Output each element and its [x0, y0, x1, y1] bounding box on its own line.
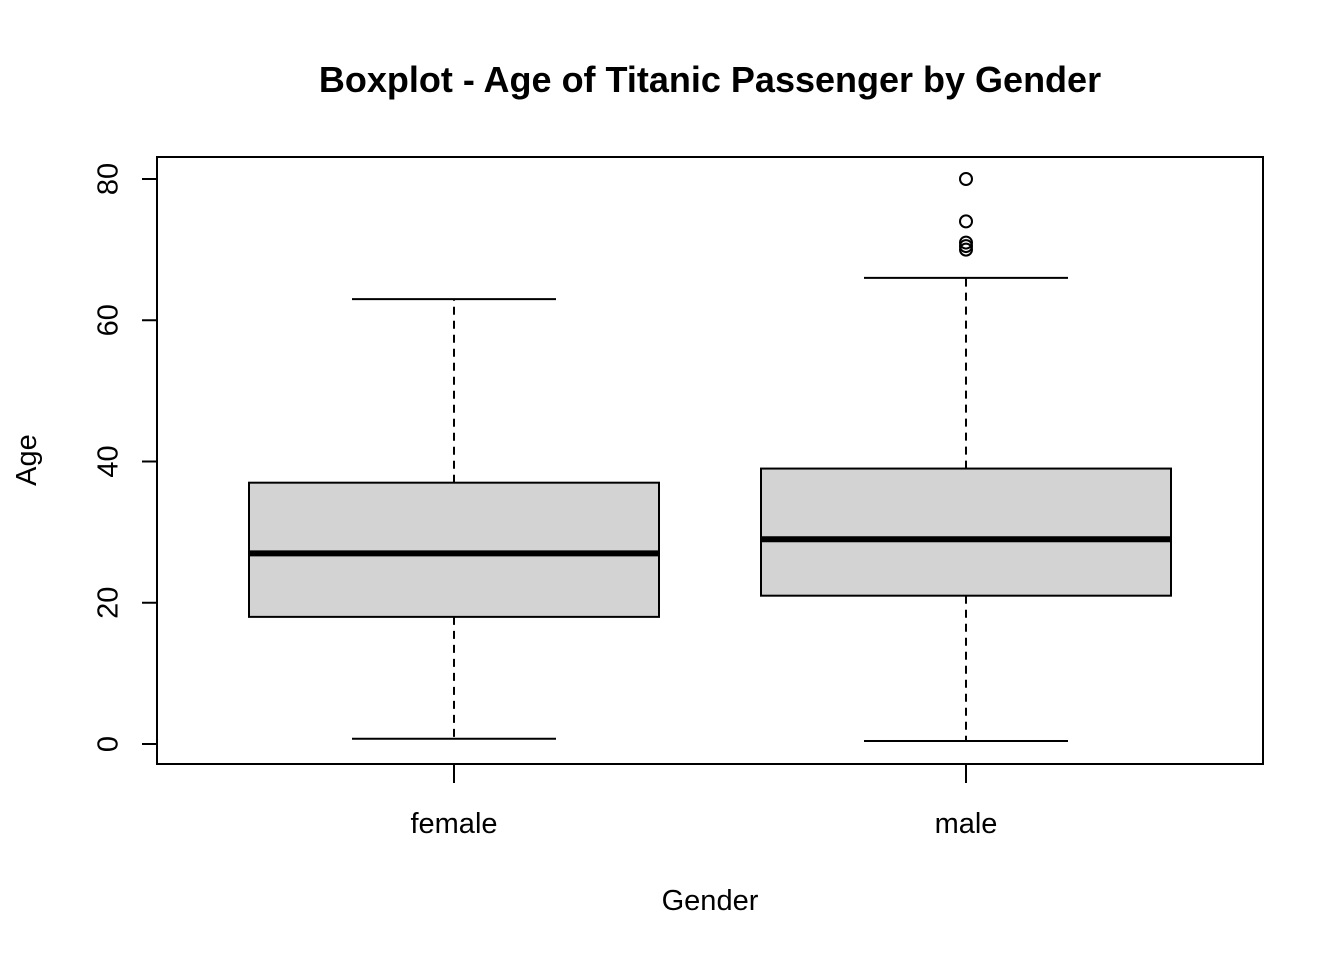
y-tick-label: 40 — [93, 445, 125, 477]
y-tick-label: 60 — [93, 304, 125, 336]
y-tick-label: 80 — [93, 163, 125, 195]
x-tick-label: male — [935, 808, 998, 840]
boxes-group — [248, 172, 1172, 743]
outlier-point — [959, 214, 973, 229]
y-axis-label: Age — [11, 434, 43, 486]
plot-frame — [156, 156, 1264, 765]
iqr-box — [248, 481, 660, 618]
x-tick-label: female — [410, 808, 497, 840]
outlier-point — [959, 235, 973, 250]
iqr-box — [760, 467, 1172, 597]
x-axis-label: Gender — [662, 885, 759, 917]
x-axis: female male — [410, 764, 997, 840]
chart-title: Boxplot - Age of Titanic Passenger by Ge… — [319, 59, 1101, 100]
y-tick-label: 20 — [93, 587, 125, 619]
y-axis: 0 20 40 60 80 — [93, 163, 157, 752]
outlier-point — [959, 172, 973, 186]
y-tick-label: 0 — [93, 736, 125, 752]
